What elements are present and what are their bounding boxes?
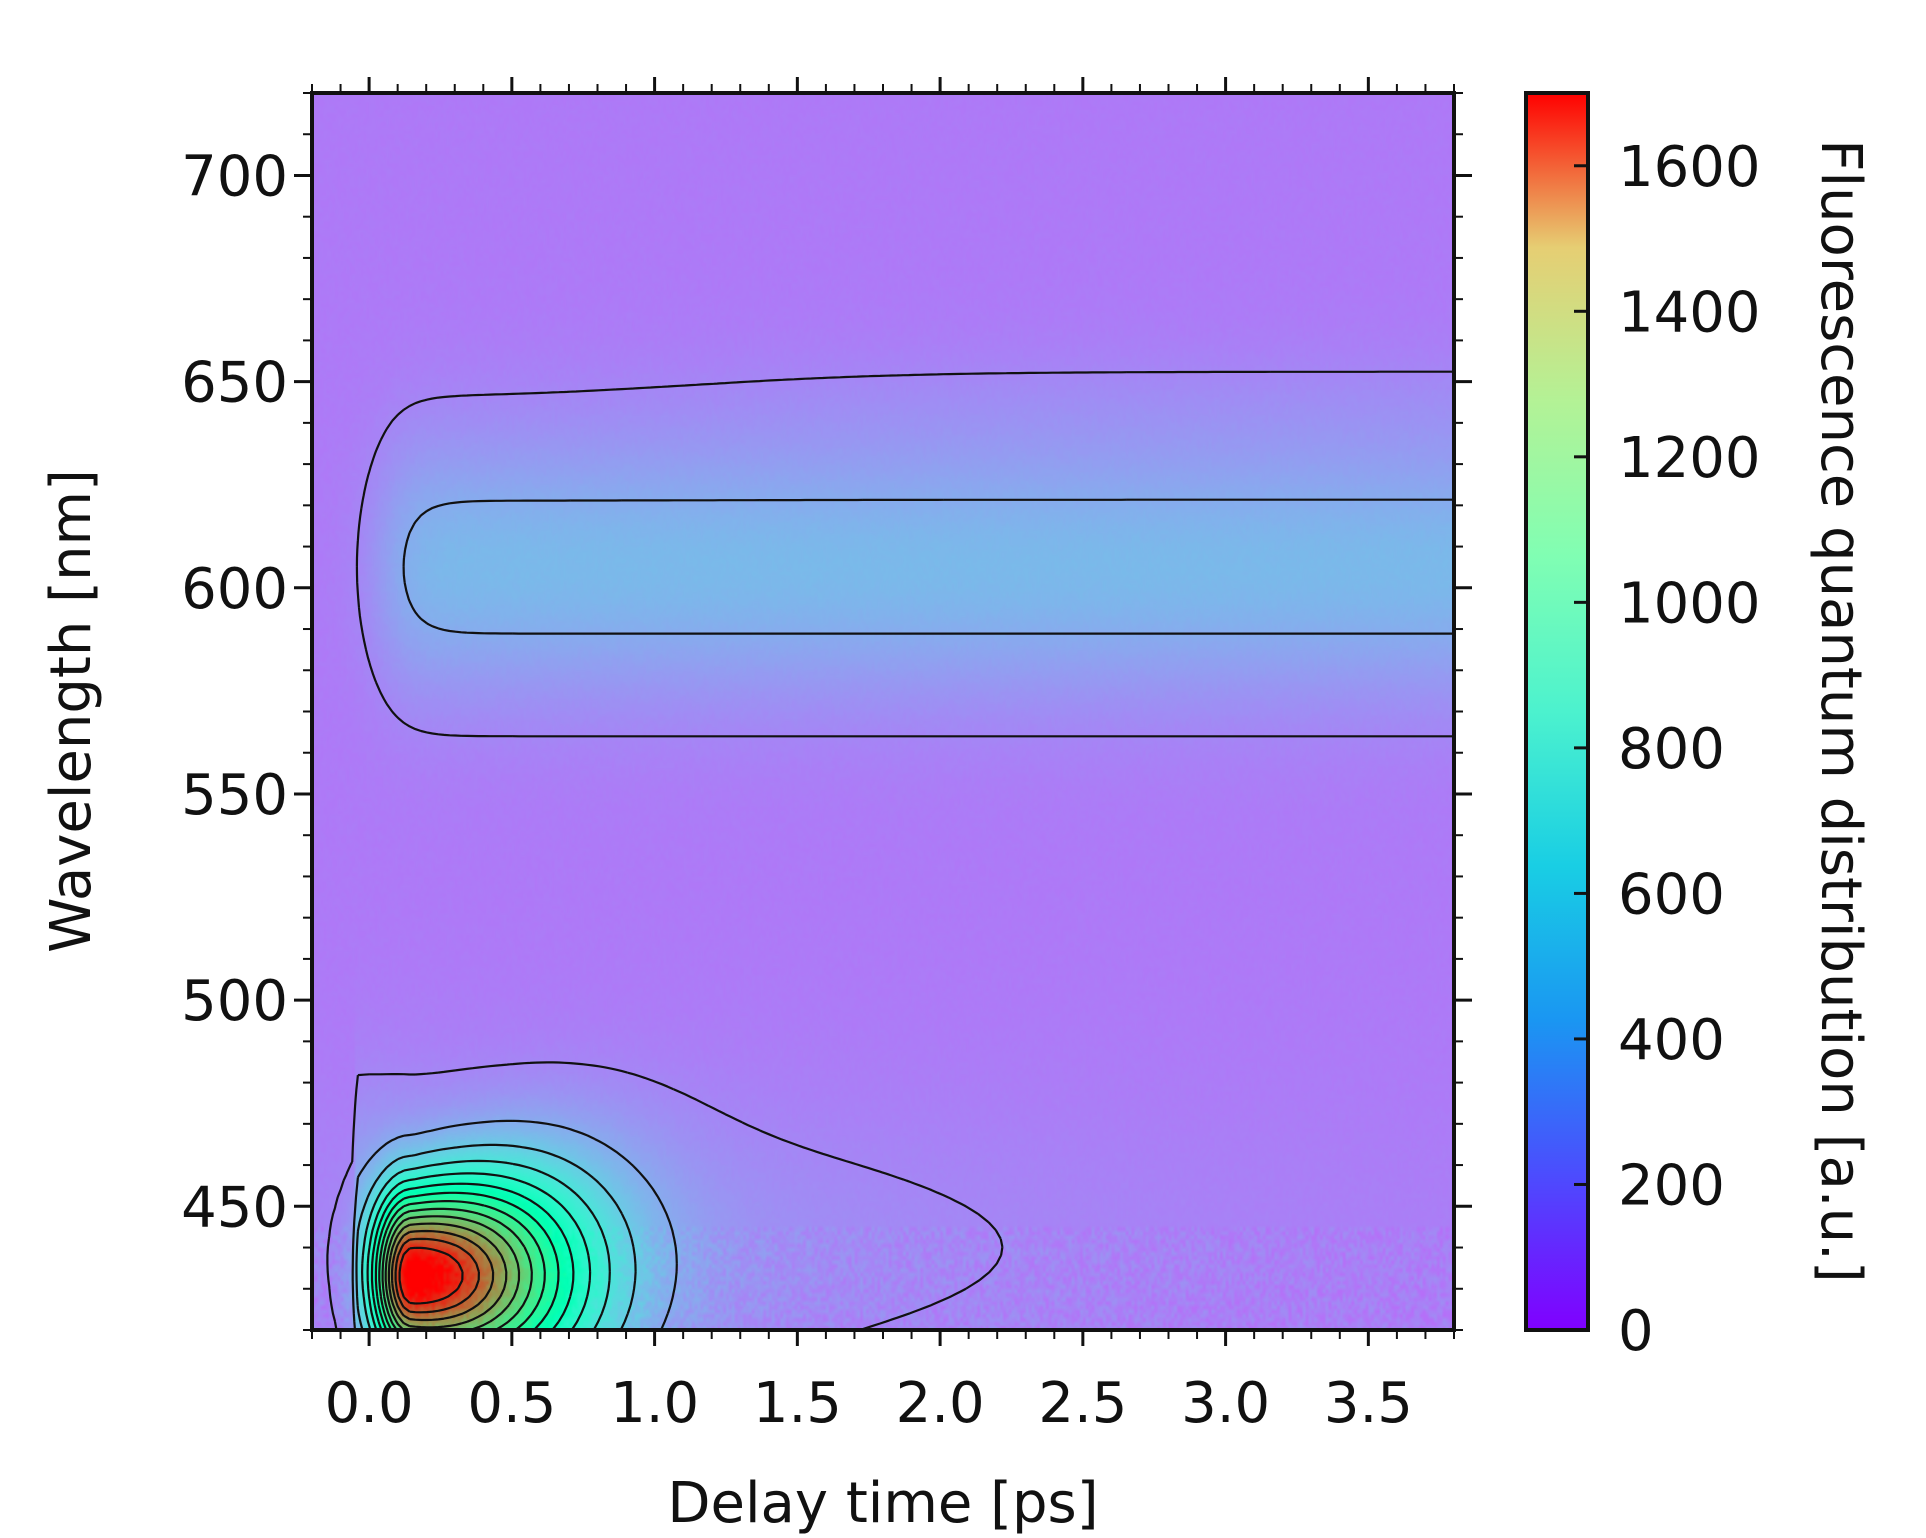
contour-line	[374, 1191, 560, 1330]
contour-line	[361, 1159, 611, 1330]
contour-line	[326, 370, 1454, 1330]
plot-area	[294, 77, 1472, 1346]
contour-line	[381, 1207, 533, 1330]
contour-line	[390, 1229, 495, 1322]
x-tick-label: 1.5	[753, 1371, 842, 1436]
y-tick-label: 500	[181, 969, 288, 1034]
contour-lines	[326, 370, 1454, 1330]
y-tick-label: 450	[181, 1175, 288, 1240]
colorbar-tick-label: 1400	[1618, 280, 1761, 345]
contour-line	[384, 1215, 521, 1330]
contour-line	[394, 1237, 480, 1314]
colorbar-tick-label: 1000	[1618, 571, 1761, 636]
colorbar-tick-label: 400	[1618, 1008, 1725, 1073]
x-tick-label: 2.5	[1038, 1371, 1127, 1436]
x-tick-label: 0.5	[467, 1371, 556, 1436]
contour-line	[366, 1172, 592, 1330]
y-tick-label: 700	[181, 144, 288, 209]
y-tick-label: 650	[181, 351, 288, 416]
x-tick-label: 1.0	[610, 1371, 699, 1436]
colorbar-gradient	[1524, 91, 1590, 1332]
contour-line	[351, 498, 1454, 1330]
y-tick-label: 600	[181, 557, 288, 622]
y-tick-labels: 450 500 550 600 650 700	[181, 144, 288, 1240]
contour-line	[387, 1222, 508, 1329]
colorbar-tick-label: 0	[1618, 1299, 1654, 1364]
contour-line	[378, 1200, 546, 1330]
colorbar-tick-labels: 0 200 400 600 800 1000 1200 1400 1600	[1618, 135, 1761, 1364]
colorbar-tick-label: 600	[1618, 862, 1725, 927]
x-tick-label: 3.0	[1181, 1371, 1270, 1436]
x-axis-title: Delay time [ps]	[667, 1471, 1098, 1536]
contour-line	[370, 1182, 575, 1330]
colorbar-title: Fluorescence quantum distribution [a.u.]	[1808, 139, 1873, 1282]
contour-line	[398, 1246, 464, 1305]
x-tick-labels: 0.0 0.5 1.0 1.5 2.0 2.5 3.0 3.5	[325, 1371, 1413, 1436]
y-tick-label: 550	[181, 763, 288, 828]
colorbar-ticks	[1574, 164, 1588, 1332]
contour-line	[355, 1143, 637, 1330]
x-tick-label: 2.0	[896, 1371, 985, 1436]
heatmap-image	[312, 93, 1454, 1330]
colorbar-tick-label: 200	[1618, 1153, 1725, 1218]
x-tick-label: 3.5	[1324, 1371, 1413, 1436]
axis-ticks	[294, 77, 1472, 1346]
colorbar-tick-label: 800	[1618, 717, 1725, 782]
colorbar-tick-label: 1600	[1618, 135, 1761, 200]
colorbar: 0 200 400 600 800 1000 1200 1400 1600	[1524, 91, 1761, 1364]
y-axis-title: Wavelength [nm]	[39, 469, 104, 953]
x-tick-label: 0.0	[325, 1371, 414, 1436]
colorbar-tick-label: 1200	[1618, 426, 1761, 491]
